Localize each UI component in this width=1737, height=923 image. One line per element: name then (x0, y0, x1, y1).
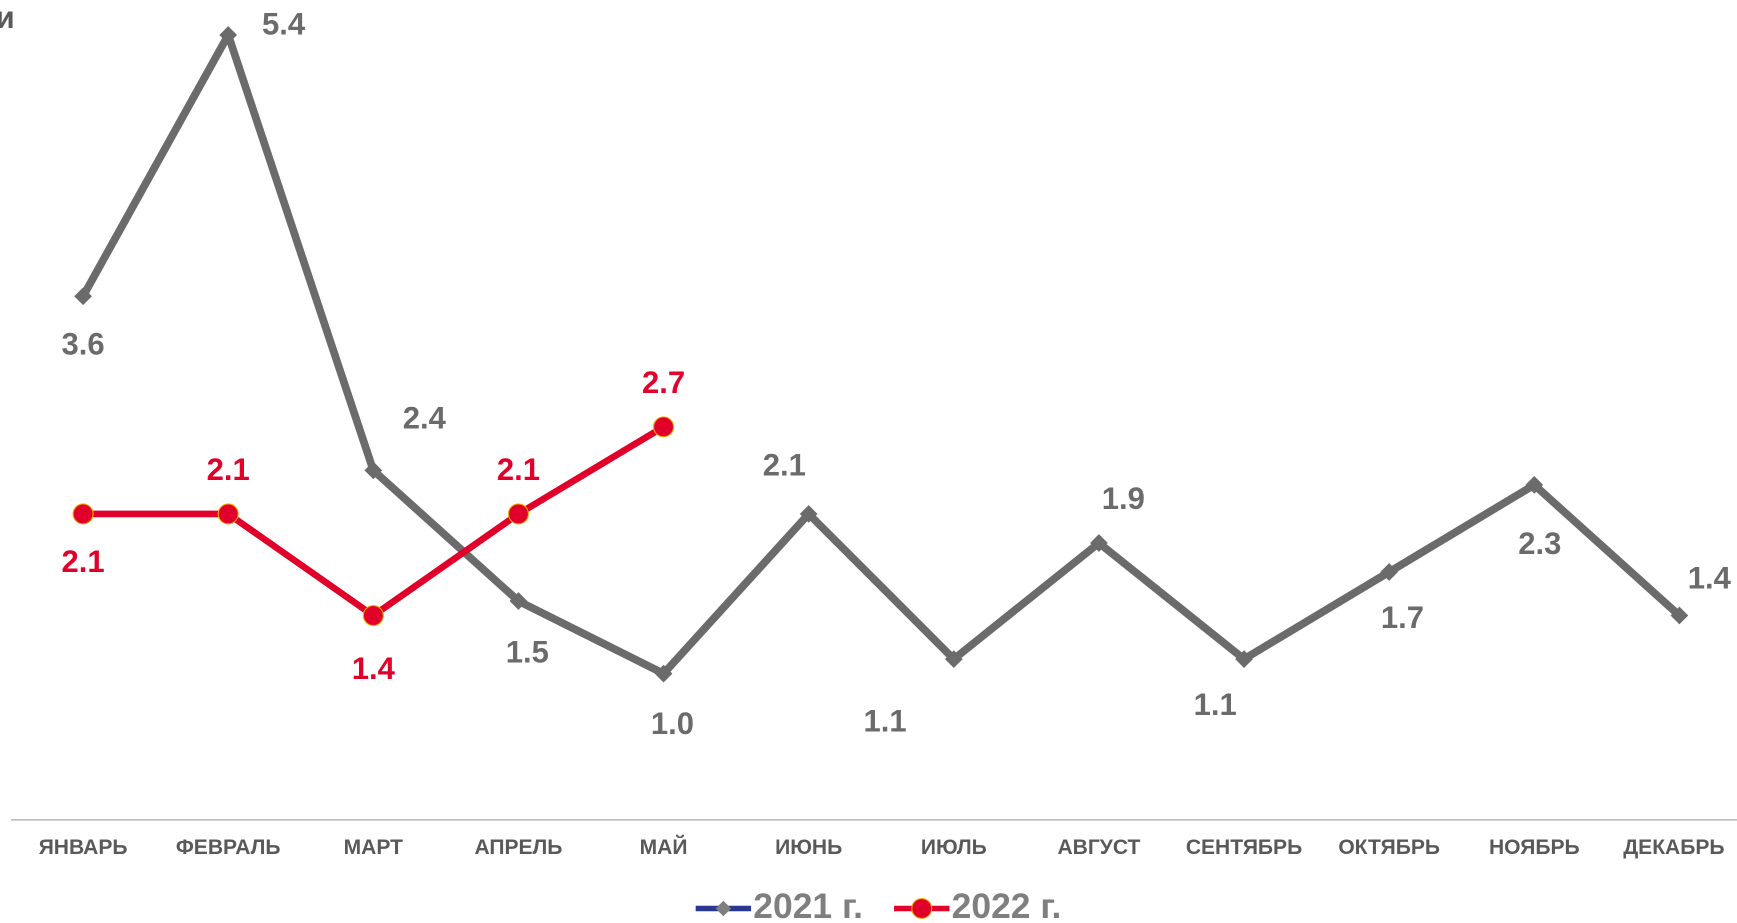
data-label: 2.1 (207, 452, 250, 487)
data-label: 1.1 (1194, 687, 1237, 722)
chart-title: и (0, 0, 15, 35)
point (219, 26, 238, 44)
point (217, 503, 239, 525)
legend-marker (911, 897, 933, 920)
data-label: 1.1 (864, 704, 907, 739)
x-tick-label: ЯНВАРЬ (39, 836, 128, 859)
x-tick-label: ИЮНЬ (775, 836, 842, 859)
data-label: 1.4 (1688, 560, 1732, 595)
point (799, 505, 818, 523)
point (944, 650, 963, 668)
x-tick-label: ФЕВРАЛЬ (176, 836, 281, 859)
x-tick-label: МАРТ (344, 836, 403, 859)
point (1235, 650, 1253, 668)
series-line (83, 424, 666, 619)
x-tick-label: АВГУСТ (1057, 836, 1140, 859)
data-label: 1.5 (506, 634, 549, 669)
point (72, 503, 94, 525)
data-label: 5.4 (262, 6, 306, 41)
data-label: 1.0 (651, 706, 694, 741)
data-label: 2.1 (497, 452, 540, 487)
point (1670, 606, 1689, 625)
point (653, 416, 675, 438)
x-tick-label: МАЙ (640, 835, 688, 859)
data-label: 1.4 (352, 651, 396, 686)
x-tick-label: НОЯБРЬ (1489, 836, 1580, 859)
x-tick-label: ОКТЯБРЬ (1338, 836, 1440, 859)
data-label: 3.6 (62, 326, 105, 361)
point (364, 461, 383, 480)
data-label: 2.1 (62, 544, 105, 579)
data-label: 1.9 (1102, 481, 1145, 516)
legend-marker (715, 900, 732, 917)
data-label: 1.7 (1381, 600, 1424, 635)
data-label: 2.7 (642, 365, 685, 400)
point (1525, 476, 1544, 494)
series-line (79, 31, 1682, 678)
legend-label: 2022 г. (952, 886, 1062, 923)
x-tick-label: ИЮЛЬ (921, 836, 987, 859)
data-label: 2.4 (403, 401, 447, 436)
legend-label: 2021 г. (753, 886, 863, 923)
x-tick-label: ДЕКАБРЬ (1623, 836, 1724, 859)
data-label: 2.3 (1518, 526, 1561, 561)
point (507, 503, 529, 525)
data-label: 2.1 (763, 448, 806, 483)
x-tick-label: СЕНТЯБРЬ (1186, 836, 1302, 859)
point (362, 605, 384, 627)
point (1090, 534, 1108, 552)
x-tick-label: АПРЕЛЬ (474, 836, 562, 859)
point (74, 287, 92, 306)
